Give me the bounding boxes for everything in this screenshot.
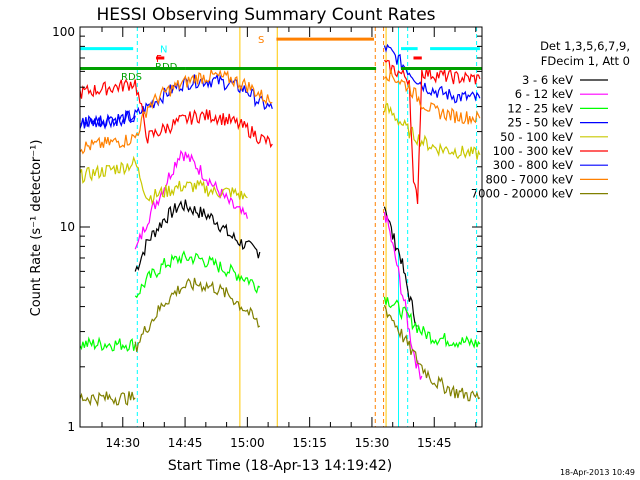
y-tick-label-2: 10 [60,220,75,234]
x-tick-label-6: 15:45 [417,436,452,450]
x-axis-label: Start Time (18-Apr-13 14:19:42) [168,458,392,474]
x-tick-label-5: 15:30 [355,436,390,450]
flag-label-n: N [160,45,167,56]
series-line-9-seg-3 [383,304,481,402]
legend-label-3: 12 - 25 keV [507,101,573,115]
flag-label-rds: RDS [121,72,142,83]
series-line-9-seg-2 [134,277,261,353]
series-line-8-seg-2 [383,68,481,125]
legend-label-5: 50 - 100 keV [500,130,573,144]
series-line-4-seg-2 [383,43,481,104]
legend-label-7: 300 - 800 keV [493,158,573,172]
legend-label-8: 800 - 7000 keV [485,172,573,186]
y-tick-label-3: 100 [52,25,75,39]
series-line-3-seg-1 [79,336,136,352]
flag-label-rdd: RDD [155,62,178,73]
series-line-8-seg-1 [79,69,273,155]
series-line-9-seg-1 [79,391,136,407]
legend-header-line-1: Det 1,3,5,6,7,9, [540,39,630,53]
flag-label-s: S [258,35,264,46]
series-line-2-seg-1 [134,149,248,250]
x-tick-label-1: 14:30 [105,436,140,450]
legend-label-4: 25 - 50 keV [507,116,573,130]
legend-label-6: 100 - 300 keV [493,144,573,158]
x-tick-label-2: 14:45 [168,436,203,450]
legend-label-2: 6 - 12 keV [515,87,573,101]
x-tick-label-4: 15:15 [292,436,327,450]
series-line-4-seg-1 [79,73,273,130]
y-tick-label-1: 1 [67,420,75,434]
y-axis-label-group: Count Rate (s⁻¹ detector⁻¹) [29,140,44,317]
series-line-1-seg-2 [383,206,418,327]
axes: 1 10 100 14:30 14:45 15:00 15:15 15:30 15:45 [52,25,482,450]
legend-label-9: 7000 - 20000 keV [471,187,573,201]
series-line-6-seg-2 [383,59,481,205]
series-line-2-seg-2 [383,211,423,380]
series-line-5-seg-1 [79,155,248,206]
timestamp: 18-Apr-2013 10:49 [560,468,635,477]
flag-label-f: F [156,54,162,65]
series-line-3-seg-2 [134,250,261,299]
series-line-1-seg-1 [134,199,261,272]
series-line-5-seg-2 [383,103,481,160]
legend-label-1: 3 - 6 keV [522,73,573,87]
series-line-3-seg-3 [383,296,481,349]
y-axis-label: Count Rate (s⁻¹ detector⁻¹) [29,140,44,317]
x-tick-label-3: 15:00 [230,436,265,450]
legend-header-line-2: FDecim 1, Att 0 [541,54,630,68]
chart-title: HESSI Observing Summary Count Rates [96,5,435,25]
series-line-6-seg-1 [79,78,273,149]
series-line-7-seg-1 [79,110,136,129]
